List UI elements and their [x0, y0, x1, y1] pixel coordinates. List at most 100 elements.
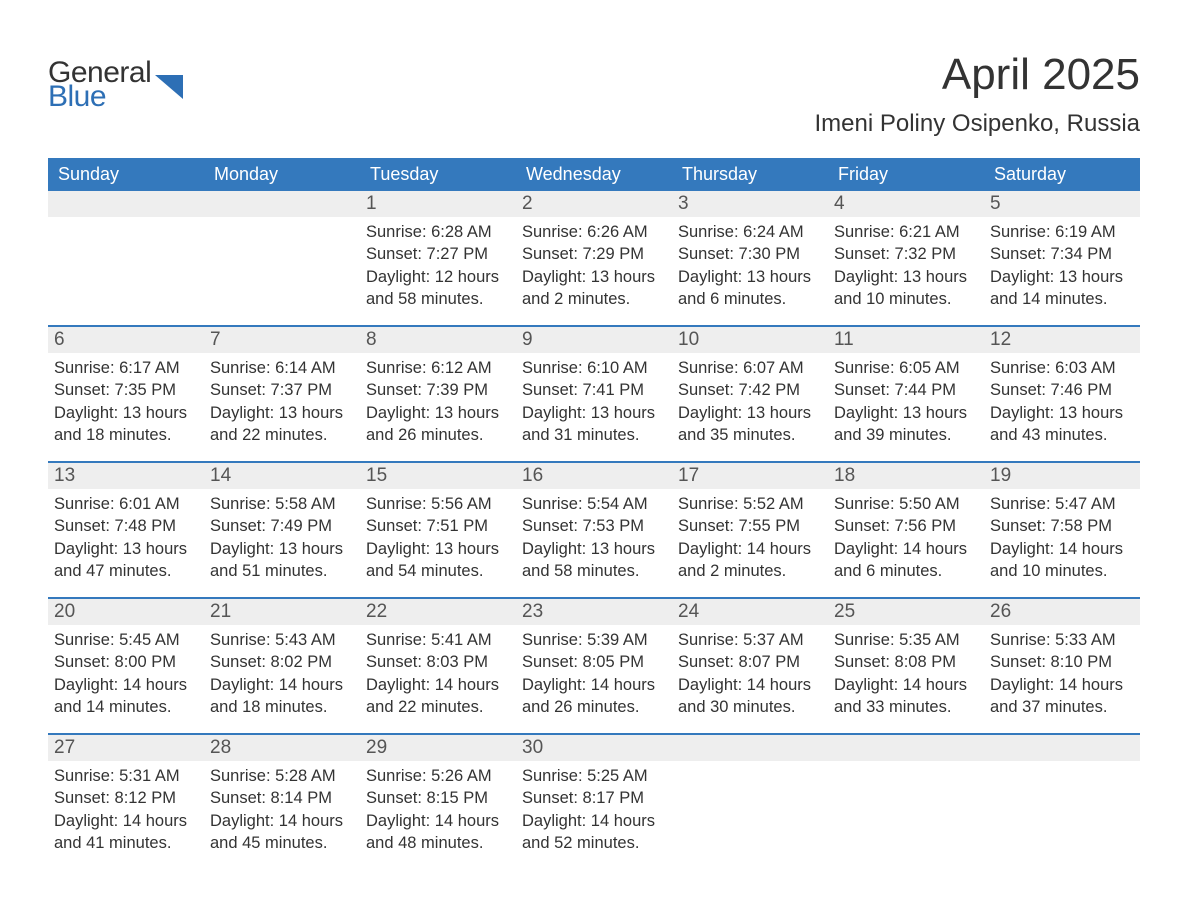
sunrise-text: Sunrise: 5:25 AM [522, 765, 662, 787]
day-number: 30 [516, 735, 672, 761]
body-row: Sunrise: 5:45 AMSunset: 8:00 PMDaylight:… [48, 625, 1140, 733]
daylight-text: Daylight: 14 hours and 45 minutes. [210, 810, 350, 855]
sunset-text: Sunset: 8:03 PM [366, 651, 506, 673]
day-cell: Sunrise: 5:52 AMSunset: 7:55 PMDaylight:… [672, 489, 828, 597]
day-number: 19 [984, 463, 1140, 489]
sunset-text: Sunset: 8:08 PM [834, 651, 974, 673]
sunset-text: Sunset: 8:00 PM [54, 651, 194, 673]
sunset-text: Sunset: 7:39 PM [366, 379, 506, 401]
day-cell [984, 761, 1140, 869]
sunset-text: Sunset: 8:15 PM [366, 787, 506, 809]
body-row: Sunrise: 5:31 AMSunset: 8:12 PMDaylight:… [48, 761, 1140, 869]
sunrise-text: Sunrise: 5:47 AM [990, 493, 1130, 515]
daylight-text: Daylight: 14 hours and 6 minutes. [834, 538, 974, 583]
day-cell: Sunrise: 6:24 AMSunset: 7:30 PMDaylight:… [672, 217, 828, 325]
day-cell: Sunrise: 5:41 AMSunset: 8:03 PMDaylight:… [360, 625, 516, 733]
day-cell: Sunrise: 5:39 AMSunset: 8:05 PMDaylight:… [516, 625, 672, 733]
daylight-text: Daylight: 13 hours and 51 minutes. [210, 538, 350, 583]
calendar: Sunday Monday Tuesday Wednesday Thursday… [48, 158, 1140, 869]
sunrise-text: Sunrise: 5:50 AM [834, 493, 974, 515]
sunrise-text: Sunrise: 6:05 AM [834, 357, 974, 379]
sunrise-text: Sunrise: 5:52 AM [678, 493, 818, 515]
week-row: 12345Sunrise: 6:28 AMSunset: 7:27 PMDayl… [48, 191, 1140, 325]
sunset-text: Sunset: 7:49 PM [210, 515, 350, 537]
sunset-text: Sunset: 7:27 PM [366, 243, 506, 265]
sunrise-text: Sunrise: 5:41 AM [366, 629, 506, 651]
sunset-text: Sunset: 7:58 PM [990, 515, 1130, 537]
day-number: 25 [828, 599, 984, 625]
sunset-text: Sunset: 7:42 PM [678, 379, 818, 401]
day-number [672, 735, 828, 761]
day-cell [48, 217, 204, 325]
sunset-text: Sunset: 7:34 PM [990, 243, 1130, 265]
sunrise-text: Sunrise: 5:45 AM [54, 629, 194, 651]
sunrise-text: Sunrise: 6:17 AM [54, 357, 194, 379]
day-cell: Sunrise: 6:03 AMSunset: 7:46 PMDaylight:… [984, 353, 1140, 461]
daylight-text: Daylight: 13 hours and 18 minutes. [54, 402, 194, 447]
day-cell: Sunrise: 5:26 AMSunset: 8:15 PMDaylight:… [360, 761, 516, 869]
day-cell: Sunrise: 6:10 AMSunset: 7:41 PMDaylight:… [516, 353, 672, 461]
day-number [828, 735, 984, 761]
day-cell: Sunrise: 5:56 AMSunset: 7:51 PMDaylight:… [360, 489, 516, 597]
sunrise-text: Sunrise: 6:10 AM [522, 357, 662, 379]
sunset-text: Sunset: 8:07 PM [678, 651, 818, 673]
day-number: 28 [204, 735, 360, 761]
logo-icon [153, 69, 187, 103]
day-cell: Sunrise: 5:50 AMSunset: 7:56 PMDaylight:… [828, 489, 984, 597]
day-cell: Sunrise: 6:01 AMSunset: 7:48 PMDaylight:… [48, 489, 204, 597]
sunset-text: Sunset: 8:10 PM [990, 651, 1130, 673]
day-number [48, 191, 204, 217]
logo-text: General Blue [48, 58, 151, 112]
daylight-text: Daylight: 13 hours and 2 minutes. [522, 266, 662, 311]
day-number: 1 [360, 191, 516, 217]
daynum-row: 27282930 [48, 735, 1140, 761]
daynum-row: 20212223242526 [48, 599, 1140, 625]
daylight-text: Daylight: 14 hours and 14 minutes. [54, 674, 194, 719]
dow-thursday: Thursday [672, 158, 828, 191]
sunset-text: Sunset: 8:02 PM [210, 651, 350, 673]
day-number: 8 [360, 327, 516, 353]
daylight-text: Daylight: 13 hours and 47 minutes. [54, 538, 194, 583]
day-cell: Sunrise: 5:28 AMSunset: 8:14 PMDaylight:… [204, 761, 360, 869]
sunrise-text: Sunrise: 6:24 AM [678, 221, 818, 243]
sunrise-text: Sunrise: 6:21 AM [834, 221, 974, 243]
body-row: Sunrise: 6:28 AMSunset: 7:27 PMDaylight:… [48, 217, 1140, 325]
week-row: 6789101112Sunrise: 6:17 AMSunset: 7:35 P… [48, 325, 1140, 461]
location: Imeni Poliny Osipenko, Russia [815, 110, 1140, 138]
day-cell [204, 217, 360, 325]
dow-monday: Monday [204, 158, 360, 191]
week-row: 27282930Sunrise: 5:31 AMSunset: 8:12 PMD… [48, 733, 1140, 869]
daylight-text: Daylight: 13 hours and 39 minutes. [834, 402, 974, 447]
daylight-text: Daylight: 13 hours and 10 minutes. [834, 266, 974, 311]
daylight-text: Daylight: 14 hours and 18 minutes. [210, 674, 350, 719]
dow-tuesday: Tuesday [360, 158, 516, 191]
day-cell: Sunrise: 6:26 AMSunset: 7:29 PMDaylight:… [516, 217, 672, 325]
day-number: 26 [984, 599, 1140, 625]
week-row: 13141516171819Sunrise: 6:01 AMSunset: 7:… [48, 461, 1140, 597]
sunrise-text: Sunrise: 6:01 AM [54, 493, 194, 515]
sunrise-text: Sunrise: 5:43 AM [210, 629, 350, 651]
day-number: 21 [204, 599, 360, 625]
day-cell: Sunrise: 6:17 AMSunset: 7:35 PMDaylight:… [48, 353, 204, 461]
weeks-container: 12345Sunrise: 6:28 AMSunset: 7:27 PMDayl… [48, 191, 1140, 869]
sunrise-text: Sunrise: 5:33 AM [990, 629, 1130, 651]
sunset-text: Sunset: 7:32 PM [834, 243, 974, 265]
sunrise-text: Sunrise: 6:12 AM [366, 357, 506, 379]
sunset-text: Sunset: 7:30 PM [678, 243, 818, 265]
daylight-text: Daylight: 13 hours and 43 minutes. [990, 402, 1130, 447]
sunset-text: Sunset: 7:41 PM [522, 379, 662, 401]
sunrise-text: Sunrise: 6:03 AM [990, 357, 1130, 379]
daylight-text: Daylight: 14 hours and 2 minutes. [678, 538, 818, 583]
dow-row: Sunday Monday Tuesday Wednesday Thursday… [48, 158, 1140, 191]
daylight-text: Daylight: 14 hours and 52 minutes. [522, 810, 662, 855]
day-cell: Sunrise: 6:14 AMSunset: 7:37 PMDaylight:… [204, 353, 360, 461]
day-number: 24 [672, 599, 828, 625]
sunrise-text: Sunrise: 6:07 AM [678, 357, 818, 379]
day-cell [672, 761, 828, 869]
day-number: 7 [204, 327, 360, 353]
sunset-text: Sunset: 7:48 PM [54, 515, 194, 537]
sunrise-text: Sunrise: 6:19 AM [990, 221, 1130, 243]
day-number: 27 [48, 735, 204, 761]
sunrise-text: Sunrise: 5:37 AM [678, 629, 818, 651]
day-number: 6 [48, 327, 204, 353]
